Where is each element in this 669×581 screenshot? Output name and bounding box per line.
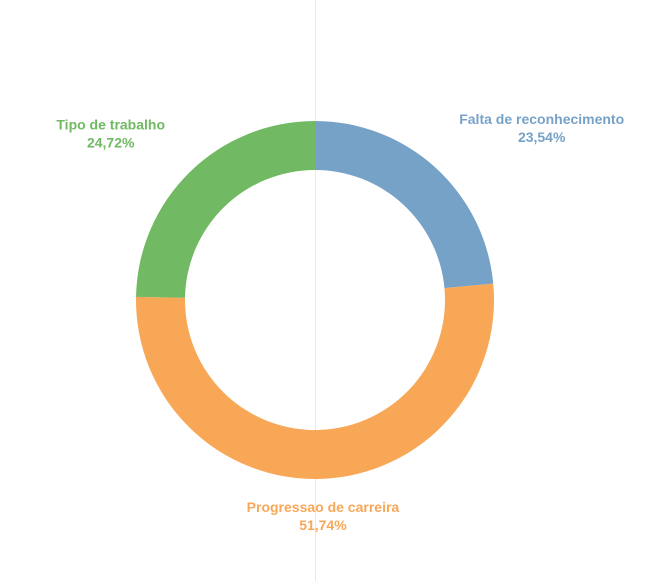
- label-group-falta-de-reconhecimento: Falta de reconhecimento 23,54%: [459, 111, 624, 145]
- slices-layer: [136, 121, 495, 479]
- slice-label-name: Tipo de trabalho: [56, 116, 165, 132]
- slice-label-percent: 23,54%: [518, 129, 566, 145]
- label-group-progressao-de-carreira: Progressao de carreira 51,74%: [247, 499, 400, 533]
- label-group-tipo-de-trabalho: Tipo de trabalho 24,72%: [56, 116, 165, 150]
- slice-label-percent: 24,72%: [87, 134, 135, 150]
- slice-progressao-de-carreira: [136, 283, 495, 479]
- slice-tipo-de-trabalho: [136, 121, 315, 298]
- slice-label-percent: 51,74%: [299, 517, 347, 533]
- slice-label-name: Progressao de carreira: [247, 499, 400, 515]
- slice-falta-de-reconhecimento: [315, 121, 494, 289]
- slice-label-name: Falta de reconhecimento: [459, 111, 624, 127]
- labels-layer: Falta de reconhecimento 23,54% Progressao …: [56, 111, 624, 533]
